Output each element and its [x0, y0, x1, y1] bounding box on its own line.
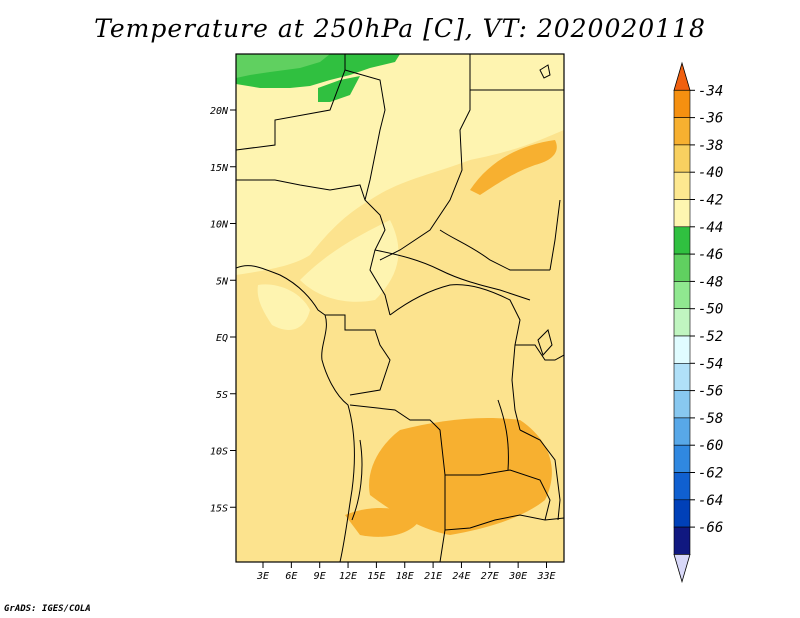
lon-tick-label: 6E — [285, 571, 297, 582]
colorbar-swatch — [673, 199, 691, 228]
colorbar-label: -66 — [698, 520, 723, 536]
map-frame — [235, 53, 565, 563]
colorbar-swatch — [673, 390, 691, 419]
lat-tick-label: 5N — [216, 276, 229, 287]
colorbar-swatch — [673, 335, 691, 364]
colorbar-label: -42 — [698, 193, 723, 209]
colorbar-label: -58 — [698, 411, 723, 427]
lon-tick-label: 3E — [256, 571, 269, 582]
colorbar-label: -46 — [698, 247, 723, 263]
colorbar-swatch — [673, 417, 691, 446]
colorbar-label: -48 — [698, 274, 723, 290]
colorbar-label: -52 — [698, 329, 723, 345]
colorbar-swatch — [673, 444, 691, 473]
colorbar-label: -50 — [698, 302, 723, 318]
lat-tick-label: 20N — [210, 106, 229, 117]
lon-tick-label: 21E — [424, 571, 442, 582]
longitude-axis: 3E 6E 9E 12E 15E 18E 21E 24E 27E 30E 33E — [256, 562, 556, 582]
lon-tick-label: 18E — [396, 571, 414, 582]
lat-tick-label: 15S — [210, 503, 228, 514]
lat-tick-label: 5S — [216, 390, 228, 401]
lat-tick-label: EQ — [216, 333, 228, 344]
country-borders — [236, 54, 564, 562]
colorbar-label: -44 — [698, 220, 723, 236]
colorbar-label: -62 — [698, 466, 723, 482]
colorbar-label: -56 — [698, 384, 723, 400]
latitude-axis: 20N 15N 10N 5N EQ 5S 10S 15S — [210, 106, 236, 514]
colorbar-swatch — [673, 144, 691, 173]
colorbar-swatch — [673, 117, 691, 146]
colorbar-swatch — [673, 362, 691, 391]
colorbar-swatch — [673, 171, 691, 200]
colorbar-swatch — [673, 308, 691, 337]
colorbar-swatch — [673, 226, 691, 255]
colorbar-swatch — [673, 281, 691, 309]
grads-credit: GrADS: IGES/COLA — [4, 604, 91, 614]
lon-tick-label: 30E — [508, 571, 527, 582]
lon-tick-label: 9E — [314, 571, 326, 582]
colorbar-label: -38 — [698, 138, 723, 154]
colorbar-swatch — [673, 253, 691, 282]
colorbar: -34 -36 -38 -40 -42 -44 -46 -48 -50 -52 -54 -56 -58 -… — [673, 61, 723, 584]
lon-tick-label: 33E — [536, 571, 555, 582]
colorbar-swatch — [673, 526, 691, 555]
lon-tick-label: 15E — [367, 571, 385, 582]
colorbar-label: -34 — [698, 83, 723, 99]
colorbar-swatch — [673, 472, 691, 501]
colorbar-label: -36 — [698, 111, 723, 127]
colorbar-label: -64 — [698, 493, 723, 509]
lat-tick-label: 15N — [210, 163, 229, 174]
colorbar-swatch — [673, 499, 691, 528]
lon-tick-label: 12E — [339, 571, 357, 582]
colorbar-label: -54 — [698, 356, 723, 372]
lon-tick-label: 24E — [452, 571, 470, 582]
lon-tick-label: 27E — [481, 571, 499, 582]
lat-tick-label: 10N — [210, 220, 229, 231]
colorbar-label: -60 — [698, 438, 723, 454]
colorbar-swatch — [673, 90, 691, 118]
lat-tick-label: 10S — [210, 447, 228, 458]
colorbar-top-arrow — [673, 61, 691, 91]
colorbar-bottom-arrow — [673, 554, 691, 584]
map-title: Temperature at 250hPa [C], VT: 202002011… — [94, 14, 706, 43]
colorbar-label: -40 — [698, 165, 723, 181]
